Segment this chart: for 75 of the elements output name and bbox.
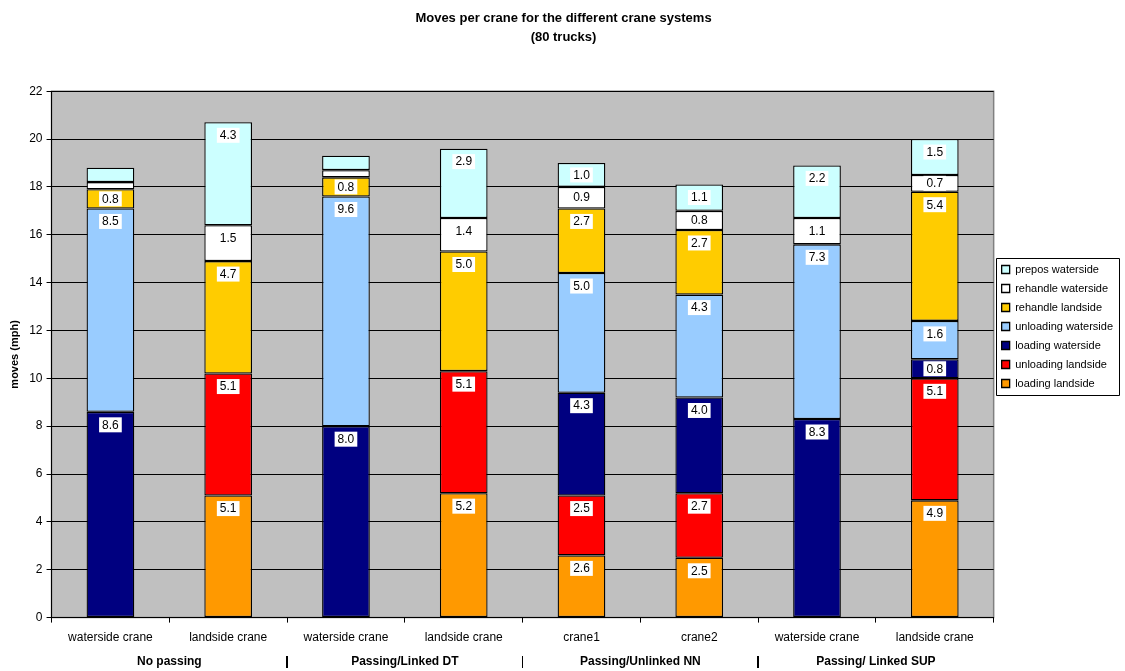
x-tick-label: landside crane xyxy=(424,630,504,645)
y-tick-label: 0 xyxy=(35,609,43,624)
data-label: 5.1 xyxy=(926,384,944,399)
legend-label: unloading landside xyxy=(1015,357,1107,370)
data-label: 2.5 xyxy=(573,501,591,516)
data-label: 1.1 xyxy=(690,190,708,205)
text: No passing xyxy=(136,654,202,669)
x-tick-label: waterside crane xyxy=(67,630,154,645)
y-tick-label: 2 xyxy=(35,562,43,577)
legend-label: loading waterside xyxy=(1015,338,1101,351)
data-label: 4.7 xyxy=(219,266,237,281)
x-tick-label: waterside crane xyxy=(302,630,389,645)
data-label: 2.9 xyxy=(455,154,473,169)
data-label: 0.8 xyxy=(102,191,120,206)
y-tick-label: 14 xyxy=(29,274,43,289)
data-label: 7.3 xyxy=(808,250,826,265)
data-label: 0.9 xyxy=(573,190,591,205)
data-label: 1.5 xyxy=(219,231,237,246)
legend-label: unloading waterside xyxy=(1015,319,1114,332)
legend-label: loading landside xyxy=(1015,376,1095,389)
x-tick-label: waterside crane xyxy=(773,630,860,645)
data-label: 4.0 xyxy=(690,403,708,418)
data-label: 8.3 xyxy=(808,424,826,439)
data-label: 5.0 xyxy=(573,278,591,293)
y-tick-label: 20 xyxy=(29,131,43,146)
data-label: 8.6 xyxy=(102,417,120,432)
x-tick-label: landside crane xyxy=(189,630,268,645)
data-label: 0.8 xyxy=(337,179,355,194)
y-tick-label: 22 xyxy=(29,83,43,98)
data-label: 9.6 xyxy=(337,202,355,217)
y-tick-label: 10 xyxy=(29,370,43,385)
data-label: 1.5 xyxy=(926,144,944,159)
x-tick-label: crane2 xyxy=(680,630,718,645)
x-tick-label: crane1 xyxy=(563,630,601,645)
y-tick-label: 4 xyxy=(35,514,43,529)
data-label: 5.2 xyxy=(455,498,473,513)
data-label: 0.8 xyxy=(926,361,944,376)
data-label: 4.3 xyxy=(573,398,591,413)
data-label: 4.9 xyxy=(926,506,944,521)
data-label: 4.3 xyxy=(690,300,708,315)
chart-subtitle: (80 trucks) xyxy=(530,28,597,44)
text: Passing/Linked DT xyxy=(351,654,460,669)
y-tick-label: 16 xyxy=(29,227,43,242)
data-label: 5.1 xyxy=(219,501,237,516)
data-label: 5.0 xyxy=(455,257,473,272)
x-tick-label: landside crane xyxy=(895,630,975,645)
data-label: 0.8 xyxy=(690,213,708,228)
data-label: 4.3 xyxy=(219,128,237,143)
data-label: 1.1 xyxy=(808,223,826,238)
data-label: 2.6 xyxy=(573,561,591,576)
data-label: 2.7 xyxy=(690,498,708,513)
y-tick-label: 8 xyxy=(35,418,43,433)
data-label: 1.6 xyxy=(926,326,944,341)
data-label: 5.1 xyxy=(219,379,237,394)
data-label: 1.4 xyxy=(455,223,473,238)
legend-label: rehandle landside xyxy=(1015,300,1103,313)
legend-label: rehandle waterside xyxy=(1015,281,1109,294)
text: Passing/Unlinked NN xyxy=(580,654,701,669)
y-tick-label: 12 xyxy=(29,322,43,337)
data-label: 2.7 xyxy=(690,235,708,250)
data-label: 2.2 xyxy=(808,171,826,186)
data-label: 0.7 xyxy=(926,176,944,191)
y-axis-title: moves (mph) xyxy=(7,319,20,389)
data-label: 5.4 xyxy=(926,197,944,212)
y-tick-label: 6 xyxy=(35,466,43,481)
chart-title: Moves per crane for the different crane systems xyxy=(415,10,712,26)
data-label: 2.7 xyxy=(573,214,591,229)
y-tick-label: 18 xyxy=(29,179,43,194)
data-label: 8.0 xyxy=(337,431,355,446)
data-label: 1.0 xyxy=(573,167,591,182)
data-label: 2.5 xyxy=(690,563,708,578)
text: Passing/ Linked SUP xyxy=(816,654,936,669)
legend-label: prepos waterside xyxy=(1015,262,1099,275)
data-label: 8.5 xyxy=(102,214,120,229)
data-label: 5.1 xyxy=(455,376,473,391)
